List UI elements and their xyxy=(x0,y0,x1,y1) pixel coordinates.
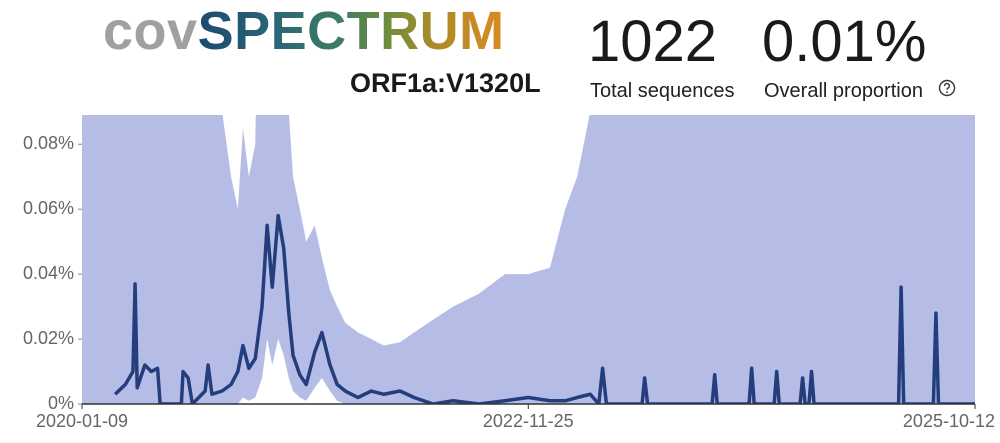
y-tick-label: 0.02% xyxy=(23,328,74,348)
stat-label: Total sequences xyxy=(590,80,735,102)
y-tick-label: 0% xyxy=(48,393,74,413)
x-tick-label: 2020-01-09 xyxy=(36,411,128,431)
x-tick-label: 2022-11-25 xyxy=(483,411,574,431)
y-tick-label: 0.06% xyxy=(23,198,74,218)
logo-prefix: cov xyxy=(103,1,198,61)
y-tick-label: 0.08% xyxy=(23,133,74,153)
x-tick-label: 2025-10-12 xyxy=(903,411,995,431)
y-tick-label: 0.04% xyxy=(23,263,74,283)
help-icon[interactable] xyxy=(938,79,956,97)
stat-value: 0.01% xyxy=(762,9,927,74)
logo: covSPECTRUM xyxy=(103,0,505,62)
confidence-band xyxy=(82,115,975,404)
mutation-title: ORF1a:V1320L xyxy=(350,68,541,98)
stat-value: 1022 xyxy=(588,9,718,74)
stat-label: Overall proportion xyxy=(764,80,923,102)
logo-main: SPECTRUM xyxy=(197,1,505,61)
proportion-line xyxy=(113,213,975,404)
